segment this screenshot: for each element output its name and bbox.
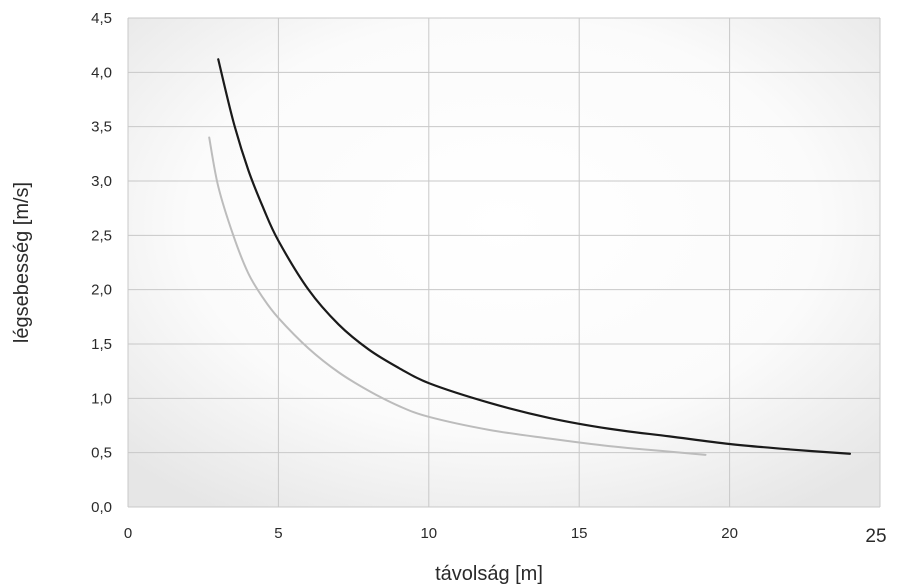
series-lines xyxy=(208,58,852,456)
x-tick-label: 0 xyxy=(124,525,132,542)
plot-area xyxy=(128,18,880,507)
gridlines xyxy=(127,17,881,508)
y-tick-label: 3,0 xyxy=(91,173,112,190)
x-axis-ticks: 0 5 10 15 20 25 xyxy=(124,525,887,547)
y-tick-label: 0,5 xyxy=(91,445,112,462)
x-tick-label: 10 xyxy=(420,525,437,542)
y-tick-label: 4,5 xyxy=(91,10,112,27)
y-tick-label: 2,0 xyxy=(91,282,112,299)
x-tick-label: 20 xyxy=(721,525,738,542)
series-line-1 xyxy=(217,58,852,455)
x-tick-label: 5 xyxy=(274,525,282,542)
y-tick-label: 0,0 xyxy=(91,499,112,516)
y-axis-ticks: 0,0 0,5 1,0 1,5 2,0 2,5 3,0 3,5 4,0 4,5 xyxy=(91,10,112,516)
y-tick-label: 3,5 xyxy=(91,119,112,136)
x-tick-label: 25 xyxy=(865,526,886,547)
y-tick-label: 1,5 xyxy=(91,336,112,353)
y-tick-label: 2,5 xyxy=(91,227,112,244)
y-axis-title: légsebesség [m/s] xyxy=(11,182,33,343)
x-axis-title: távolság [m] xyxy=(435,563,543,585)
y-tick-label: 1,0 xyxy=(91,390,112,407)
series-line-2 xyxy=(208,136,707,456)
x-tick-label: 15 xyxy=(571,525,588,542)
y-tick-label: 4,0 xyxy=(91,64,112,81)
